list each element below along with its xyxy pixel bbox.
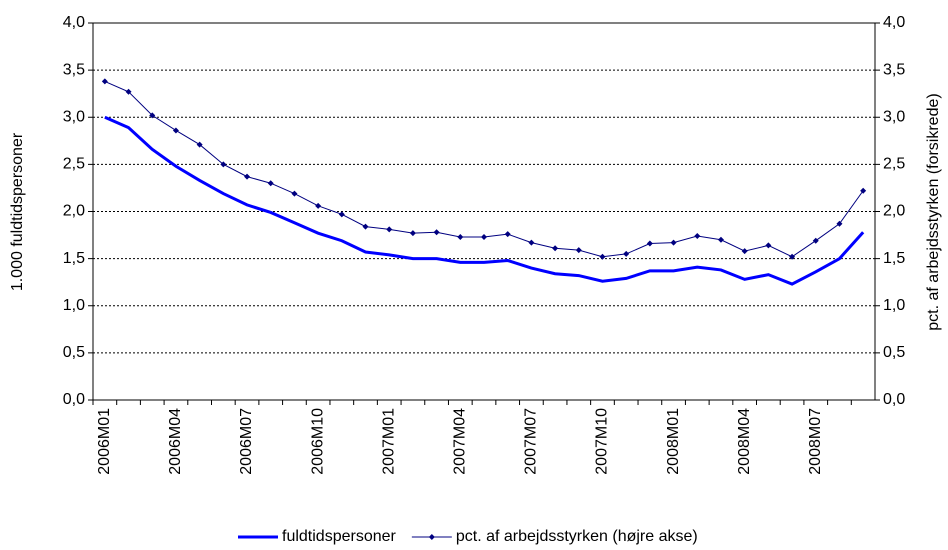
x-tick-label: 2008M04 (736, 408, 753, 475)
series-marker (338, 211, 345, 218)
series-marker (457, 233, 464, 240)
y2-axis-label: pct. af arbejdsstyrken (forsikrede) (925, 93, 942, 330)
series-marker (244, 173, 251, 180)
y-tick-label: 0,0 (63, 391, 85, 408)
y-tick-label: 2,5 (63, 156, 85, 173)
y2-tick-label: 3,0 (883, 108, 905, 125)
series-marker (149, 112, 156, 119)
series-marker (789, 253, 796, 260)
y2-tick-label: 0,0 (883, 391, 905, 408)
y-tick-label: 1,0 (63, 297, 85, 314)
series-marker (267, 180, 274, 187)
legend-label: fuldtidspersoner (282, 528, 397, 545)
x-tick-label: 2006M07 (238, 408, 255, 475)
series-marker (860, 187, 867, 194)
series-marker (741, 248, 748, 255)
y-tick-label: 2,0 (63, 203, 85, 220)
series-marker (386, 226, 393, 233)
series-marker (291, 190, 298, 197)
x-tick-label: 2007M04 (452, 408, 469, 475)
series-marker (433, 229, 440, 236)
series-marker (812, 237, 819, 244)
x-tick-label: 2006M04 (167, 408, 184, 475)
series-marker (670, 239, 677, 246)
series-marker (599, 253, 606, 260)
series-marker (575, 247, 582, 254)
y2-tick-label: 2,0 (883, 203, 905, 220)
y-tick-label: 1,5 (63, 250, 85, 267)
series-marker (125, 88, 132, 95)
y2-tick-label: 3,5 (883, 61, 905, 78)
series-marker (362, 223, 369, 230)
y2-tick-label: 4,0 (883, 14, 905, 31)
series-marker (504, 231, 511, 238)
x-tick-label: 2008M01 (665, 408, 682, 475)
series-marker (528, 239, 535, 246)
y-tick-label: 0,5 (63, 344, 85, 361)
series-marker (836, 220, 843, 227)
series-marker (717, 236, 724, 243)
y2-tick-label: 0,5 (883, 344, 905, 361)
y2-tick-label: 1,0 (883, 297, 905, 314)
legend-label: pct. af arbejdsstyrken (højre akse) (456, 528, 698, 545)
series-marker (315, 202, 322, 209)
x-tick-label: 2006M01 (96, 408, 113, 475)
x-tick-label: 2007M01 (380, 408, 397, 475)
y-tick-label: 3,5 (63, 61, 85, 78)
series-marker (765, 242, 772, 249)
series-marker (172, 127, 179, 134)
legend-marker (428, 534, 435, 540)
series-marker (552, 245, 559, 252)
y-tick-label: 3,0 (63, 108, 85, 125)
x-tick-label: 2008M07 (807, 408, 824, 475)
series-marker (409, 230, 416, 237)
plot-frame (92, 22, 876, 401)
series-marker (481, 233, 487, 240)
series-marker (196, 141, 203, 148)
series-line (104, 115, 865, 286)
y-axis-label: 1.000 fuldtidspersoner (9, 132, 26, 291)
series-marker (694, 233, 701, 240)
x-tick-label: 2006M10 (309, 408, 326, 475)
x-tick-label: 2007M10 (594, 408, 611, 475)
y2-tick-label: 2,5 (883, 156, 905, 173)
y2-tick-label: 1,5 (883, 250, 905, 267)
x-tick-label: 2007M07 (523, 408, 540, 475)
series-marker (623, 250, 630, 257)
y-tick-label: 4,0 (63, 14, 85, 31)
series-marker (220, 161, 227, 168)
series-line (104, 80, 864, 258)
series-marker (646, 240, 653, 247)
series-marker (101, 78, 108, 85)
